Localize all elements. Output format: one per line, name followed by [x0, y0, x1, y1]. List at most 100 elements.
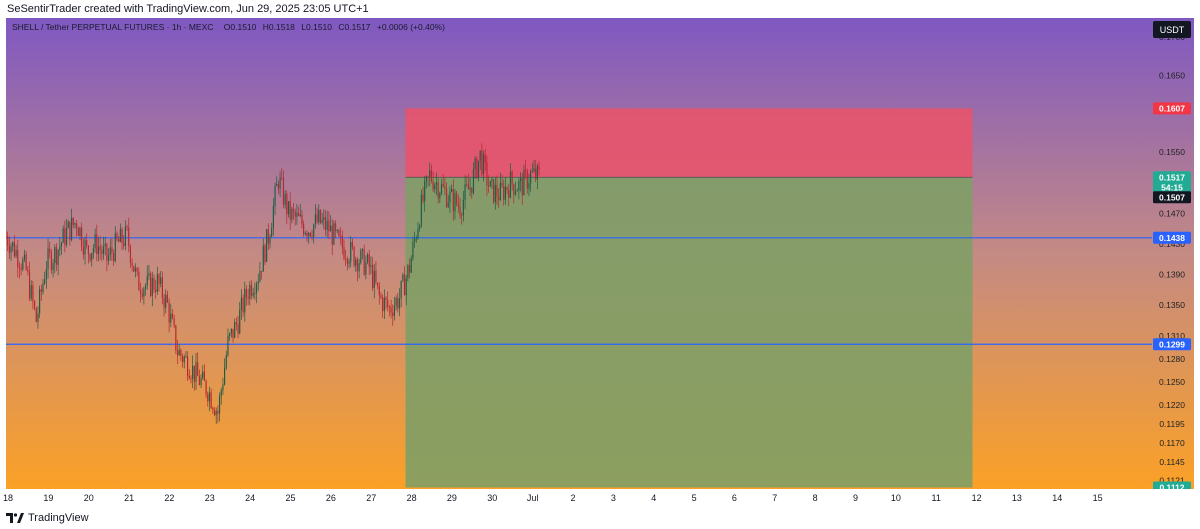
candle-body — [55, 247, 58, 265]
candle-body — [257, 281, 259, 284]
candle-body — [333, 223, 335, 245]
candle-body — [17, 249, 19, 267]
candle-body — [452, 189, 454, 212]
candle-body — [351, 242, 353, 248]
candle-body — [195, 362, 197, 382]
candle-body — [91, 253, 93, 261]
time-tick-label: 28 — [407, 493, 417, 503]
candle-body — [102, 246, 105, 254]
candle-body — [67, 221, 69, 229]
time-tick-label: 15 — [1093, 493, 1103, 503]
candle-body — [360, 250, 362, 264]
candle-body — [334, 223, 337, 232]
hline-price-label-bg — [1153, 231, 1191, 244]
currency-badge[interactable]: USDT — [1153, 21, 1191, 38]
candle-body — [340, 235, 342, 237]
candle-body — [514, 191, 517, 195]
price-tick-label: 0.1145 — [1159, 457, 1185, 467]
time-tick-label: 5 — [692, 493, 697, 503]
candle-body — [313, 224, 315, 237]
price-tick-label: 0.1195 — [1159, 419, 1185, 429]
candle-body — [224, 367, 226, 385]
candle-body — [420, 194, 422, 226]
candle-body — [398, 298, 401, 309]
candle-body — [429, 170, 431, 177]
candle-body — [77, 228, 79, 236]
candle-body — [166, 294, 169, 303]
price-tick-label: 0.1390 — [1159, 270, 1185, 280]
candle-body — [144, 285, 147, 289]
candle-body — [425, 176, 427, 182]
candle-body — [427, 176, 429, 178]
candle-body — [316, 214, 318, 223]
hline-price-label: 0.1438 — [1153, 231, 1191, 244]
time-axis-labels[interactable]: 18 19 20 21 22 23 24 25 26 27 28 29 30 Jul 2 3 4 5 6 7 8 9 10 1… — [0, 489, 1200, 507]
candle-body — [94, 234, 96, 249]
candle-body — [124, 226, 126, 246]
candle-body — [7, 236, 9, 246]
candle-body — [469, 187, 471, 190]
candle-body — [54, 247, 56, 264]
candle-body — [368, 254, 370, 267]
candle-body — [42, 283, 44, 292]
candle-body — [336, 230, 338, 232]
candle-body — [442, 184, 444, 187]
candle-body — [266, 229, 268, 262]
candle-body — [296, 212, 298, 217]
time-tick-label: 13 — [1012, 493, 1022, 503]
candle-body — [504, 187, 507, 200]
candle-body — [178, 349, 180, 356]
candle-body — [528, 183, 530, 189]
candle-body — [25, 254, 27, 270]
candle-body — [291, 208, 293, 220]
tradingview-logo-icon — [6, 513, 24, 523]
candle-body — [461, 215, 463, 217]
price-tick-label: 0.1650 — [1159, 70, 1185, 80]
candle-body — [188, 376, 190, 379]
candle-body — [143, 288, 145, 297]
candle-body — [323, 217, 325, 220]
candle-body — [229, 333, 231, 336]
candle-body — [155, 289, 157, 292]
candle-body — [86, 240, 88, 246]
candle-body — [210, 392, 212, 409]
candle-body — [392, 312, 394, 316]
candle-body — [163, 298, 165, 308]
candle-body — [496, 184, 498, 197]
candle-body — [459, 206, 461, 216]
candle-body — [139, 290, 142, 294]
stop-price-label-bg — [1153, 102, 1191, 115]
candle-body — [49, 248, 51, 253]
candle-body — [255, 283, 258, 293]
candle-body — [217, 410, 219, 414]
time-tick-label: 19 — [43, 493, 53, 503]
candle-body — [37, 313, 39, 322]
candle-body — [175, 325, 177, 351]
candle-body — [59, 246, 61, 250]
last-price-label-text: 0.1517 — [1159, 172, 1185, 182]
candle-body — [176, 350, 179, 356]
candle-body — [81, 227, 83, 247]
price-chart[interactable]: 0.17000.16500.15500.14700.14300.13900.13… — [6, 18, 1194, 489]
candle-body — [261, 270, 263, 272]
chart-area[interactable]: 0.17000.16500.15500.14700.14300.13900.13… — [6, 18, 1194, 489]
candle-body — [150, 273, 152, 296]
candle-body — [356, 259, 359, 272]
tradingview-brand[interactable]: TradingView — [6, 511, 89, 525]
candle-body — [477, 160, 480, 178]
candle-body — [345, 258, 347, 260]
candle-body — [129, 246, 132, 263]
candle-body — [245, 289, 248, 298]
candle-body — [104, 243, 106, 247]
candle-body — [197, 362, 199, 377]
candle-body — [462, 199, 464, 216]
candle-body — [92, 248, 95, 254]
countdown-label: 54:15 — [1153, 181, 1191, 194]
candle-body — [45, 269, 47, 280]
candle-body — [30, 285, 32, 299]
candle-body — [533, 168, 535, 172]
candle-body — [494, 184, 496, 203]
candle-body — [35, 308, 37, 322]
time-axis-strip[interactable]: 18 19 20 21 22 23 24 25 26 27 28 29 30 Jul 2 3 4 5 6 7 8 9 10 1… — [0, 489, 1200, 507]
candle-body — [232, 328, 234, 338]
